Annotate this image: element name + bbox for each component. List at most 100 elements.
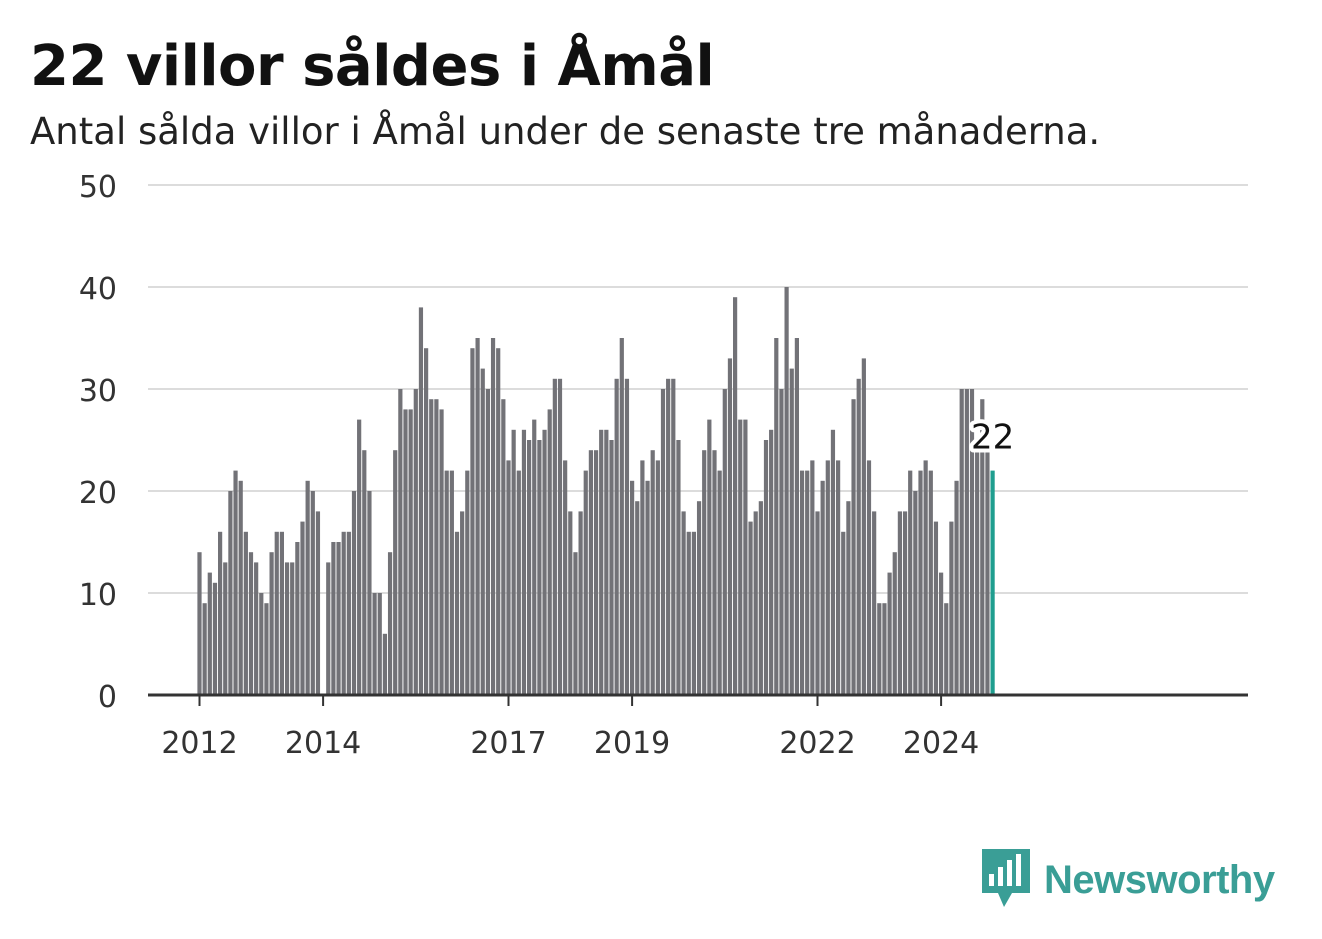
bar: [872, 511, 877, 695]
bar: [830, 429, 836, 695]
bar: [367, 491, 372, 695]
bar: [820, 480, 825, 695]
bar: [305, 480, 310, 695]
bar: [424, 348, 429, 695]
bar: [851, 399, 856, 695]
y-tick-label: 0: [98, 680, 117, 715]
bar: [887, 572, 892, 695]
bar: [624, 378, 630, 695]
bar: [599, 429, 604, 695]
bar: [702, 450, 707, 695]
bar: [454, 531, 460, 695]
bar: [969, 389, 975, 695]
bar: [233, 470, 238, 695]
highlight-bar: [990, 470, 995, 695]
bar: [980, 399, 985, 695]
bar: [228, 491, 233, 695]
bar: [892, 552, 897, 695]
bar: [645, 480, 650, 695]
bar: [681, 511, 686, 695]
bar: [243, 531, 248, 695]
bar: [707, 419, 712, 695]
bar: [557, 378, 563, 695]
bar: [846, 501, 851, 695]
bar: [413, 389, 418, 695]
bar: [351, 491, 357, 695]
bar: [218, 531, 223, 695]
bar: [733, 297, 738, 695]
bar: [568, 511, 573, 695]
bar: [964, 389, 969, 695]
bar: [861, 358, 866, 695]
bar: [794, 338, 799, 695]
bar: [264, 603, 269, 695]
brand-name: Newsworthy: [1044, 857, 1275, 902]
y-tick-label: 50: [79, 170, 117, 205]
bar: [640, 460, 645, 695]
bar: [563, 460, 568, 695]
bar: [238, 480, 243, 695]
bar: [516, 470, 521, 695]
bar: [836, 460, 841, 695]
bar: [856, 378, 861, 695]
bar: [918, 470, 923, 695]
bar: [928, 470, 933, 695]
bar: [511, 429, 516, 695]
bar: [547, 409, 552, 695]
x-tick-label: 2017: [470, 726, 546, 761]
bar: [655, 460, 660, 695]
bar: [501, 399, 506, 695]
x-tick-label: 2012: [161, 726, 237, 761]
bar-chart: 0 10 20 30 40 50 2012 2014 2017 2019 2022 2024 22: [79, 170, 1248, 761]
bar: [490, 338, 496, 695]
bar: [866, 460, 872, 695]
bar: [763, 440, 769, 695]
bar: [805, 470, 810, 695]
bar: [552, 378, 557, 695]
x-tick-label: 2019: [594, 726, 670, 761]
y-tick-label: 30: [79, 374, 117, 409]
brand-logo: Newsworthy: [982, 849, 1275, 911]
bar: [614, 378, 619, 695]
bar: [248, 552, 254, 695]
bar: [341, 531, 346, 695]
bar: [717, 470, 722, 695]
bar: [521, 429, 527, 695]
bar: [377, 593, 382, 695]
bar: [542, 429, 547, 695]
bar: [527, 440, 532, 695]
bar: [460, 511, 465, 695]
bar: [259, 593, 264, 695]
bar: [403, 409, 408, 695]
bar: [290, 562, 295, 695]
bar: [269, 552, 274, 695]
highlight-value-label: 22: [971, 418, 1014, 458]
bar: [439, 409, 444, 695]
bar: [537, 440, 542, 695]
bar: [630, 480, 635, 695]
bar: [650, 450, 655, 695]
bar: [954, 480, 959, 695]
bar: [449, 470, 454, 695]
bar: [387, 552, 393, 695]
newsworthy-logo-icon: [982, 849, 1030, 907]
bar: [202, 603, 207, 695]
bar: [470, 348, 475, 695]
bar: [825, 460, 830, 695]
bar: [908, 470, 913, 695]
bar: [315, 511, 321, 695]
bar: [279, 531, 284, 695]
bar: [619, 338, 624, 695]
bar: [284, 562, 290, 695]
bar: [789, 368, 794, 695]
bar: [609, 440, 614, 695]
bar: [506, 460, 511, 695]
bar: [691, 531, 696, 695]
bar: [357, 419, 362, 695]
x-tick-label: 2024: [903, 726, 979, 761]
bar: [346, 531, 351, 695]
bar: [326, 562, 331, 695]
bar: [434, 399, 439, 695]
bar: [212, 582, 218, 695]
bar: [207, 572, 212, 695]
